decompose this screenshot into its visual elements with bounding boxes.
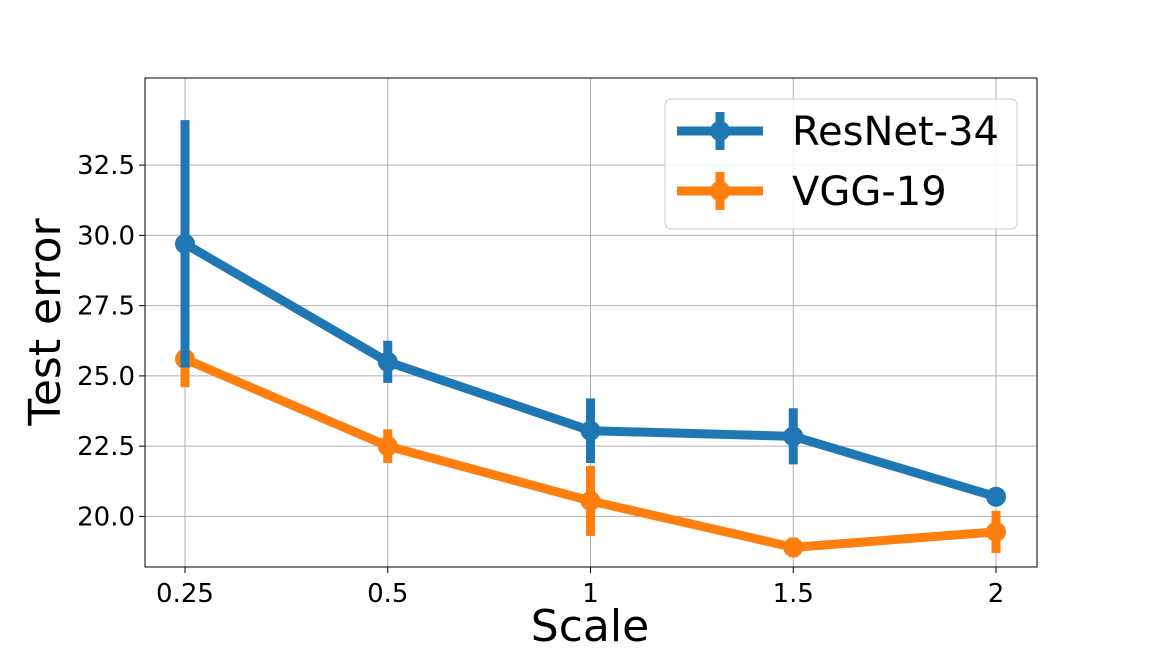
data-point	[377, 436, 398, 457]
x-axis-ticks: 0.25 0.5 1 1.5 2	[156, 567, 1004, 609]
y-axis-ticks: 20.0 22.5 25.0 27.5 30.0 32.5	[77, 151, 145, 532]
legend-label: VGG-19	[792, 169, 947, 215]
legend-item: VGG-19	[677, 169, 947, 215]
y-tick-label: 22.5	[77, 432, 135, 462]
y-tick-label: 27.5	[77, 292, 135, 322]
legend-marker-swatch	[710, 121, 730, 141]
y-tick-label: 32.5	[77, 151, 135, 181]
y-axis-label: Test error	[20, 218, 71, 427]
data-point	[783, 537, 804, 558]
legend-label: ResNet-34	[792, 109, 999, 155]
series-layer	[175, 120, 1006, 558]
data-point	[175, 233, 195, 254]
legend-marker-swatch	[710, 181, 730, 201]
series-resnet-34	[175, 120, 1006, 507]
legend: ResNet-34 VGG-19	[664, 98, 1018, 230]
x-tick-label: 0.25	[156, 579, 214, 609]
x-tick-label: 0.5	[367, 579, 408, 609]
data-point	[783, 426, 804, 447]
y-tick-label: 20.0	[77, 502, 135, 532]
y-tick-label: 25.0	[77, 362, 135, 392]
x-axis-label: Scale	[531, 601, 649, 648]
data-point	[580, 420, 601, 441]
data-point	[377, 351, 398, 372]
data-point	[986, 521, 1006, 542]
x-tick-label: 2	[988, 579, 1005, 609]
x-tick-label: 1.5	[773, 579, 814, 609]
x-tick-label: 1	[582, 579, 599, 609]
legend-item: ResNet-34	[677, 109, 999, 155]
data-point	[986, 486, 1006, 507]
y-tick-label: 30.0	[77, 221, 135, 251]
data-point	[580, 490, 601, 511]
